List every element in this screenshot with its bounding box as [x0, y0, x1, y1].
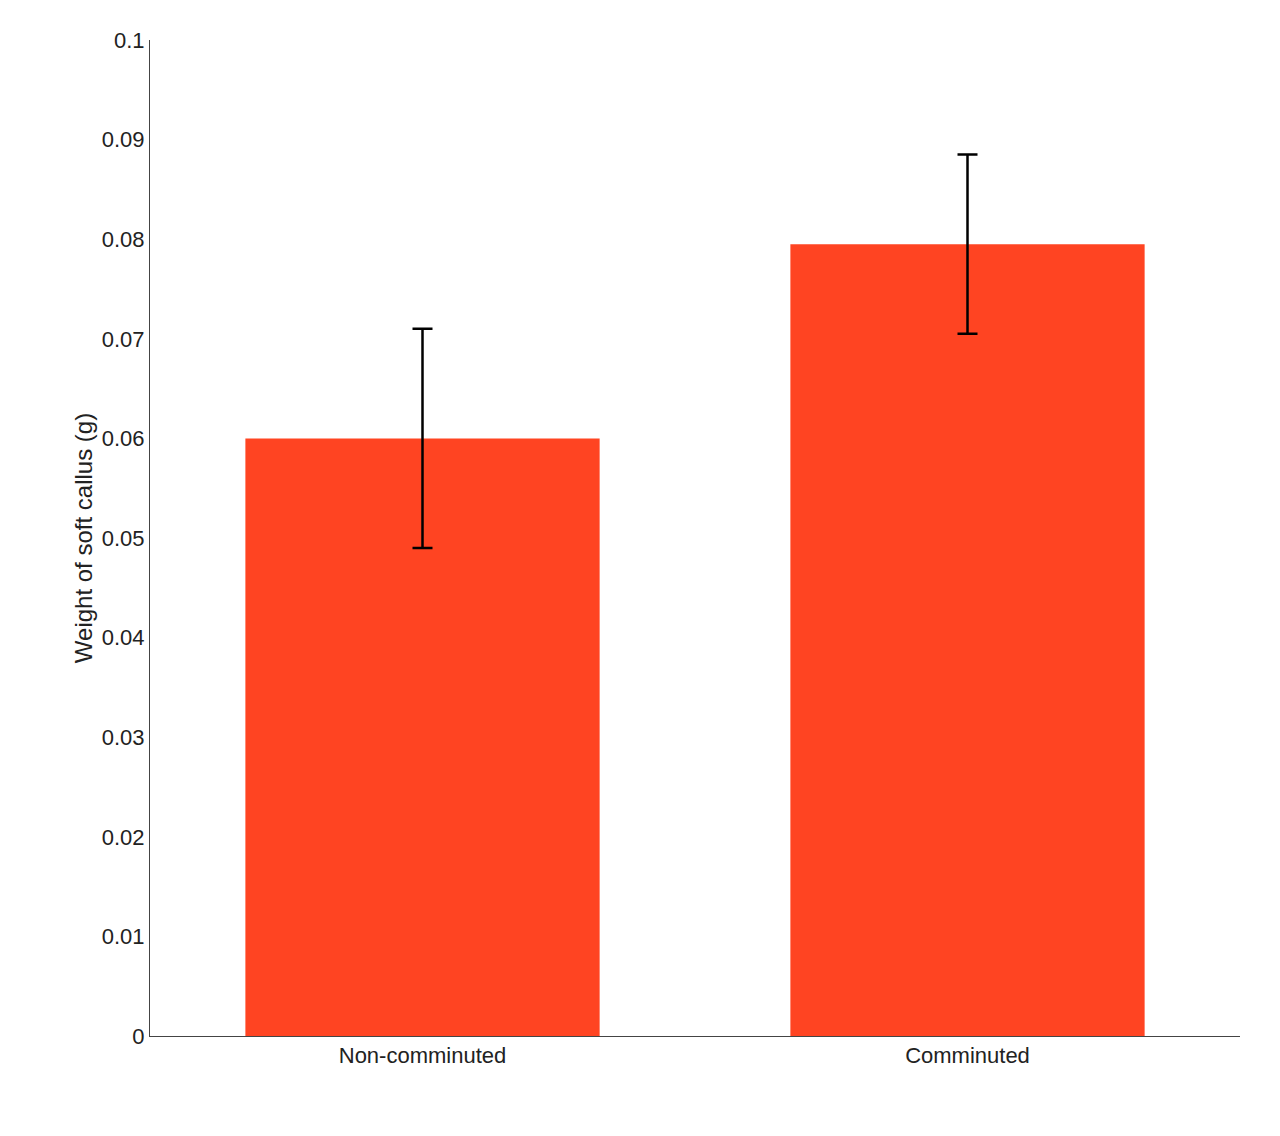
svg-text:0.01: 0.01	[102, 924, 145, 949]
svg-text:0.09: 0.09	[102, 127, 145, 152]
svg-text:0.05: 0.05	[102, 526, 145, 551]
svg-text:0: 0	[132, 1024, 144, 1049]
svg-text:Non-comminuted: Non-comminuted	[339, 1043, 507, 1068]
svg-text:0.08: 0.08	[102, 227, 145, 252]
svg-text:0.03: 0.03	[102, 725, 145, 750]
svg-text:0.06: 0.06	[102, 426, 145, 451]
svg-text:Weight of soft callus (g): Weight of soft callus (g)	[70, 413, 97, 663]
svg-text:0.02: 0.02	[102, 825, 145, 850]
svg-text:0.04: 0.04	[102, 625, 145, 650]
svg-text:0.07: 0.07	[102, 327, 145, 352]
svg-text:Comminuted: Comminuted	[905, 1043, 1030, 1068]
svg-text:0.1: 0.1	[114, 28, 145, 53]
